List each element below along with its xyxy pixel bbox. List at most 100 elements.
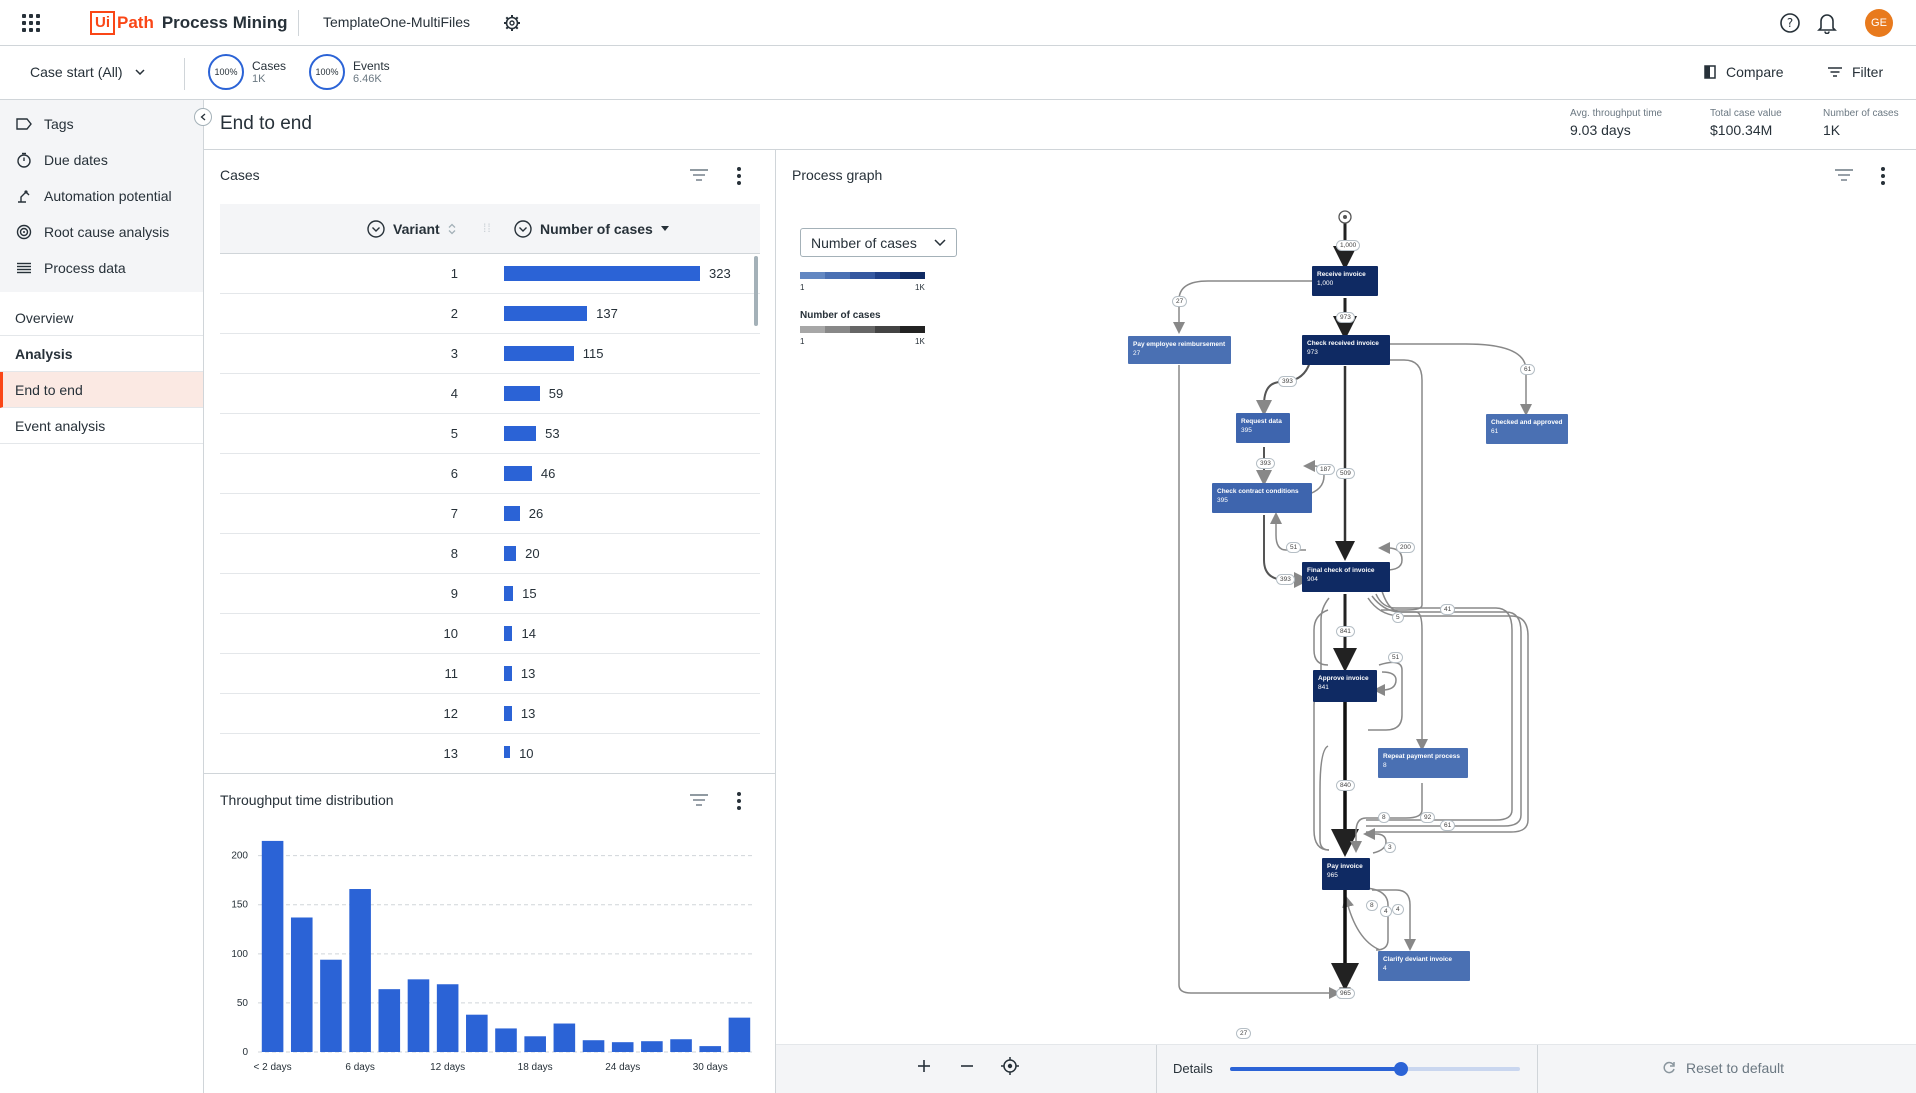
settings-gear-icon[interactable] [500,11,524,35]
y-tick-label: 0 [242,1047,248,1058]
zoom-out-icon[interactable] [959,1058,975,1077]
histogram-bar[interactable] [466,1014,488,1052]
compare-button[interactable]: Compare [1704,64,1784,80]
edge[interactable] [1366,597,1529,833]
graph-node-check-contract[interactable]: Check contract conditions 395 [1212,483,1312,513]
table-row[interactable]: 13 10 [220,734,760,758]
histogram-bar[interactable] [320,959,342,1052]
edge[interactable] [1365,887,1389,951]
edge[interactable] [1373,671,1397,696]
case-start-dropdown[interactable]: Case start (All) [30,64,145,80]
collapse-sidebar-button[interactable] [194,108,212,126]
graph-node-receive[interactable]: Receive invoice 1,000 [1312,266,1378,296]
notifications-bell-icon[interactable] [1815,11,1839,35]
histogram-bar[interactable] [582,1040,605,1052]
histogram-bar[interactable] [349,889,371,1052]
node-value: 1,000 [1317,280,1334,287]
kpi-total-case-value: Total case value $100.34M [1710,108,1782,138]
graph-node-checked-approved[interactable]: Checked and approved 61 [1486,414,1568,444]
user-avatar[interactable]: GE [1865,9,1893,37]
edge[interactable] [1366,595,1522,827]
histogram-bar[interactable] [670,1039,692,1052]
cases-more-menu-icon[interactable] [737,167,741,185]
chevron-down-icon [135,69,145,75]
graph-node-approve[interactable]: Approve invoice 841 [1313,670,1377,702]
sidebar-item-automation-potential[interactable]: Automation potential [0,178,203,214]
zoom-in-icon[interactable] [916,1058,932,1077]
table-row[interactable]: 9 15 [220,574,760,614]
filter-button[interactable]: Filter [1828,64,1883,80]
graph-node-clarify[interactable]: Clarify deviant invoice 4 [1378,951,1470,981]
node-label: Repeat payment process [1383,753,1460,760]
graph-node-pay-invoice[interactable]: Pay invoice 965 [1322,858,1370,890]
graph-metric-select[interactable]: Number of cases [800,228,957,257]
graph-node-repeat-payment[interactable]: Repeat payment process 8 [1378,748,1468,778]
table-row[interactable]: 10 14 [220,614,760,654]
center-graph-icon[interactable] [1001,1057,1019,1078]
x-tick-label: < 2 days [254,1062,292,1073]
edge[interactable] [1378,542,1403,571]
histogram-bar[interactable] [699,1046,722,1052]
variant-column-header[interactable]: Variant [367,220,456,238]
table-row[interactable]: 6 46 [220,454,760,494]
graph-node-pay-employee[interactable]: Pay employee reimbursement 27 [1128,336,1231,364]
throughput-more-menu-icon[interactable] [737,792,741,810]
histogram-bar[interactable] [553,1023,576,1052]
histogram-bar[interactable] [728,1017,751,1052]
sidebar-item-process-data[interactable]: Process data [0,250,203,286]
table-row[interactable]: 4 59 [220,374,760,414]
table-row[interactable]: 12 13 [220,694,760,734]
edge[interactable] [1313,689,1330,851]
graph-more-menu-icon[interactable] [1881,167,1885,185]
edge[interactable] [1366,593,1513,821]
sidebar-item-tags[interactable]: Tags [0,106,203,142]
histogram-bar[interactable] [436,984,459,1052]
table-row[interactable]: 3 115 [220,334,760,374]
reset-to-default-button[interactable]: Reset to default [1662,1060,1784,1076]
histogram-bar[interactable] [611,1042,634,1052]
nav-end-to-end[interactable]: End to end [0,372,203,408]
edge[interactable] [1381,359,1423,611]
throughput-filter-button[interactable] [690,793,708,809]
column-resize-handle[interactable]: ⁞⁞ [483,221,492,235]
histogram-bar[interactable] [407,979,430,1052]
table-row[interactable]: 2 137 [220,294,760,334]
edge[interactable] [1342,895,1381,951]
details-slider-track[interactable] [1230,1062,1520,1076]
details-slider-thumb[interactable] [1394,1062,1409,1076]
histogram-bar[interactable] [524,1036,546,1052]
graph-node-check-received[interactable]: Check received invoice 973 [1302,335,1390,365]
table-row[interactable]: 8 20 [220,534,760,574]
edge[interactable] [1178,365,1341,999]
cases-filter-button[interactable] [690,168,708,184]
number-of-cases-column-header[interactable]: Number of cases [514,220,669,238]
edge[interactable] [1388,343,1532,416]
histogram-bar[interactable] [378,989,401,1052]
table-row[interactable]: 7 26 [220,494,760,534]
app-launcher-icon[interactable] [22,14,40,32]
table-scrollbar[interactable] [754,256,758,326]
graph-node-final-check[interactable]: Final check of invoice 904 [1302,562,1390,592]
table-row[interactable]: 11 13 [220,654,760,694]
sidebar-item-due-dates[interactable]: Due dates [0,142,203,178]
sidebar-item-root-cause-analysis[interactable]: Root cause analysis [0,214,203,250]
histogram-bar[interactable] [261,840,284,1052]
nav-analysis-header[interactable]: Analysis [0,336,203,372]
edge[interactable] [1319,745,1330,851]
histogram-bar[interactable] [290,917,313,1052]
help-icon[interactable]: ? [1778,11,1802,35]
table-row[interactable]: 5 53 [220,414,760,454]
graph-node-request-data[interactable]: Request data 395 [1236,413,1290,443]
edge[interactable] [1363,828,1387,854]
table-row[interactable]: 1 323 [220,254,760,294]
y-tick-label: 100 [231,949,248,960]
histogram-bar[interactable] [495,1028,517,1052]
nav-event-analysis[interactable]: Event analysis [0,408,203,444]
edge[interactable] [1173,280,1312,334]
edge[interactable] [1270,512,1306,551]
graph-filter-button[interactable] [1835,168,1853,184]
histogram-bar[interactable] [641,1041,663,1052]
edge[interactable] [1372,889,1416,951]
kpi-label: Number of cases [1823,108,1899,119]
nav-overview[interactable]: Overview [0,300,203,336]
